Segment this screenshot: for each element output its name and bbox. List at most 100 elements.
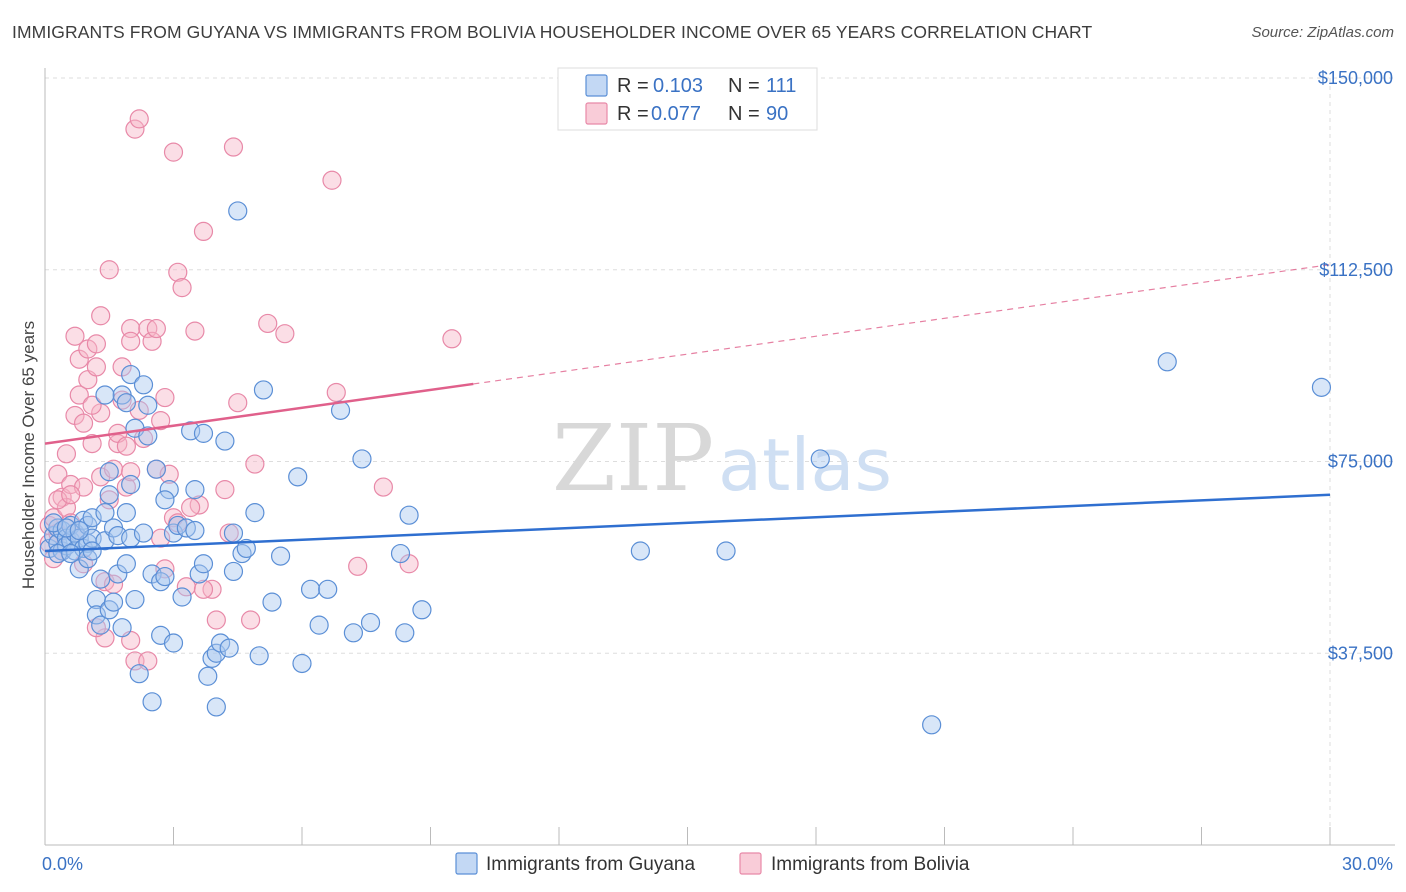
- data-point-bolivia: [241, 610, 261, 630]
- data-point-guyana: [922, 715, 942, 735]
- zipatlas-watermark: ZIP atlas: [552, 405, 892, 512]
- data-point-guyana: [253, 380, 274, 400]
- y-tick-label: $150,000: [1318, 68, 1393, 88]
- data-point-guyana: [99, 485, 119, 505]
- data-point-bolivia: [121, 331, 141, 351]
- data-point-bolivia: [181, 497, 201, 518]
- data-point-guyana: [61, 543, 81, 564]
- legend-swatch-bolivia: [585, 102, 608, 125]
- data-point-bolivia: [258, 313, 278, 334]
- trendlines: [44, 264, 1331, 553]
- data-point-guyana: [236, 538, 256, 559]
- data-point-guyana: [129, 664, 149, 684]
- data-point-guyana: [206, 643, 226, 663]
- legend-n-label: N =: [728, 75, 760, 97]
- data-point-guyana: [95, 503, 115, 523]
- data-point-guyana: [121, 364, 141, 385]
- data-point-guyana: [142, 692, 162, 712]
- data-point-bolivia: [73, 413, 94, 433]
- data-point-bolivia: [116, 436, 136, 456]
- legend-r-value-bolivia: 0.077: [651, 103, 701, 125]
- data-point-bolivia: [193, 579, 214, 599]
- legend-swatch-bolivia: [739, 852, 762, 875]
- data-point-bolivia: [82, 434, 102, 454]
- data-point-guyana: [193, 554, 214, 574]
- data-point-bolivia: [129, 109, 149, 129]
- y-tick-label: $37,500: [1328, 643, 1393, 663]
- data-point-guyana: [270, 546, 291, 566]
- data-point-bolivia: [223, 137, 244, 157]
- data-point-guyana: [262, 592, 282, 612]
- data-point-bolivia: [61, 485, 81, 505]
- data-point-guyana: [395, 623, 415, 643]
- data-point-bolivia: [193, 221, 214, 241]
- data-point-bolivia: [56, 444, 77, 464]
- data-point-bolivia: [151, 528, 171, 548]
- data-point-guyana: [91, 615, 111, 635]
- chart-title: IMMIGRANTS FROM GUYANA VS IMMIGRANTS FRO…: [12, 22, 1093, 42]
- data-point-guyana: [309, 615, 329, 635]
- data-point-guyana: [223, 561, 244, 582]
- data-point-guyana: [125, 589, 145, 610]
- data-point-guyana: [116, 503, 136, 523]
- data-point-bolivia: [99, 260, 119, 280]
- data-point-bolivia: [215, 480, 235, 500]
- data-point-bolivia: [82, 395, 102, 415]
- trendline-bolivia-extension: [473, 264, 1331, 385]
- data-point-guyana: [193, 423, 214, 443]
- legend-swatch-guyana: [585, 74, 608, 97]
- data-point-guyana: [163, 633, 184, 653]
- y-tick-label: $112,500: [1319, 260, 1393, 280]
- data-point-bolivia: [326, 382, 346, 403]
- data-point-bolivia: [245, 454, 265, 474]
- data-point-guyana: [189, 564, 209, 584]
- data-point-bolivia: [86, 357, 107, 377]
- data-point-guyana: [292, 653, 312, 674]
- data-point-bolivia: [228, 393, 248, 413]
- watermark-atlas: atlas: [718, 423, 892, 507]
- data-point-bolivia: [373, 477, 393, 497]
- y-tick-label: $75,000: [1328, 452, 1393, 472]
- series-guyana-points: [39, 201, 1332, 735]
- correlation-legend: R = 0.103 N = 111 R = 0.077 N = 90: [557, 67, 818, 131]
- data-point-guyana: [300, 579, 321, 599]
- data-point-guyana: [352, 449, 372, 469]
- data-point-bolivia: [155, 387, 175, 408]
- data-point-guyana: [343, 623, 363, 643]
- data-point-guyana: [215, 431, 235, 451]
- data-point-guyana: [390, 543, 411, 564]
- data-point-bolivia: [48, 490, 68, 510]
- data-point-bolivia: [206, 610, 226, 630]
- legend-r-label: R =: [617, 103, 649, 125]
- data-point-guyana: [318, 579, 338, 599]
- data-point-guyana: [1311, 377, 1332, 397]
- data-point-bolivia: [168, 262, 188, 282]
- data-point-bolivia: [151, 410, 171, 431]
- legend-r-value-guyana: 0.103: [653, 75, 703, 97]
- data-point-guyana: [185, 480, 205, 500]
- x-tick-label-max: 30.0%: [1342, 854, 1393, 874]
- data-point-guyana: [103, 592, 124, 612]
- source-credit: Source: ZipAtlas.com: [1251, 24, 1394, 41]
- data-point-guyana: [91, 569, 111, 589]
- data-point-guyana: [219, 638, 239, 658]
- data-point-guyana: [95, 385, 115, 405]
- data-point-guyana: [716, 541, 736, 561]
- data-point-guyana: [99, 462, 119, 482]
- data-point-bolivia: [142, 331, 162, 351]
- data-point-guyana: [116, 393, 136, 413]
- data-point-bolivia: [322, 170, 342, 190]
- data-point-guyana: [138, 426, 158, 446]
- x-tick-labels: 0.0% 30.0%: [42, 854, 1393, 874]
- data-point-guyana: [112, 618, 132, 638]
- series-legend: Immigrants from Guyana Immigrants from B…: [455, 852, 970, 875]
- data-point-guyana: [223, 523, 244, 543]
- data-point-bolivia: [146, 318, 166, 339]
- data-point-bolivia: [185, 321, 205, 341]
- data-point-guyana: [245, 503, 265, 523]
- data-point-guyana: [69, 520, 89, 541]
- trendline-guyana: [44, 493, 1331, 553]
- legend-label-guyana: Immigrants from Guyana: [486, 854, 695, 875]
- y-tick-labels: $37,500 $75,000 $112,500 $150,000: [1318, 68, 1393, 663]
